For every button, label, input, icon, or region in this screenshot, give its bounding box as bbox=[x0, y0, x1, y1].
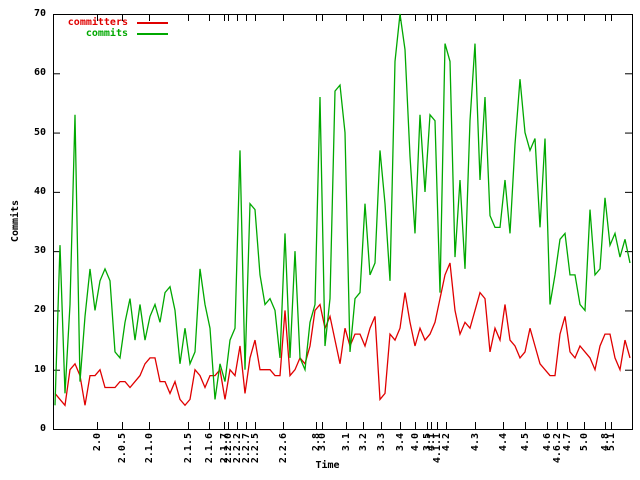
y-tick-label: 40 bbox=[33, 185, 46, 197]
legend-committers-line-sample bbox=[137, 22, 168, 24]
x-tick-label-4.7: 4.7 bbox=[561, 433, 573, 452]
x-tick-label-3.2: 3.2 bbox=[357, 433, 369, 452]
x-tick-label-2.2.6: 2.2.6 bbox=[277, 433, 289, 464]
y-tick-label: 10 bbox=[33, 363, 46, 375]
legend-committers-label: committers bbox=[67, 17, 128, 28]
x-tick-label-3.1: 3.1 bbox=[340, 433, 352, 452]
plot-border bbox=[53, 14, 633, 430]
x-tick-label-2.2.5: 2.2.5 bbox=[249, 433, 261, 464]
x-tick-label-5.0: 5.0 bbox=[578, 433, 590, 452]
legend-commits-label: commits bbox=[85, 28, 128, 39]
x-tick-label-4.2: 4.2 bbox=[440, 433, 452, 452]
x-tick-label-4.3: 4.3 bbox=[469, 433, 481, 452]
x-tick-label-3.0: 3.0 bbox=[316, 433, 328, 452]
x-tick-label-4.5: 4.5 bbox=[519, 433, 531, 452]
x-tick-label-2.1.6: 2.1.6 bbox=[203, 433, 215, 464]
y-tick-label: 20 bbox=[33, 304, 46, 316]
x-tick-label-4.6: 4.6 bbox=[541, 433, 553, 452]
legend-commits-line-sample bbox=[137, 33, 168, 35]
x-tick-label-2.0: 2.0 bbox=[91, 433, 103, 452]
series-commits-line bbox=[54, 13, 631, 406]
x-tick-label-3.3: 3.3 bbox=[375, 433, 387, 452]
y-tick-label: 0 bbox=[39, 423, 46, 434]
y-tick-label: 70 bbox=[33, 8, 46, 19]
x-tick-label-2.1.5: 2.1.5 bbox=[182, 433, 194, 464]
x-tick-label-3.4: 3.4 bbox=[394, 433, 406, 452]
x-tick-label-2.1.0: 2.1.0 bbox=[143, 433, 155, 464]
y-tick-label: 30 bbox=[33, 245, 46, 257]
x-tick-label-4.6.2: 4.6.2 bbox=[551, 433, 563, 464]
x-tick-label-4.0: 4.0 bbox=[409, 433, 421, 452]
x-axis-title: Time bbox=[315, 460, 340, 471]
y-tick-label: 50 bbox=[33, 126, 46, 138]
x-tick-label-5.1: 5.1 bbox=[605, 433, 617, 452]
x-tick-label-2.0.5: 2.0.5 bbox=[116, 433, 128, 464]
y-tick-label: 60 bbox=[33, 67, 46, 79]
x-tick-label-4.4: 4.4 bbox=[497, 433, 509, 452]
series-committers-line bbox=[54, 262, 631, 407]
